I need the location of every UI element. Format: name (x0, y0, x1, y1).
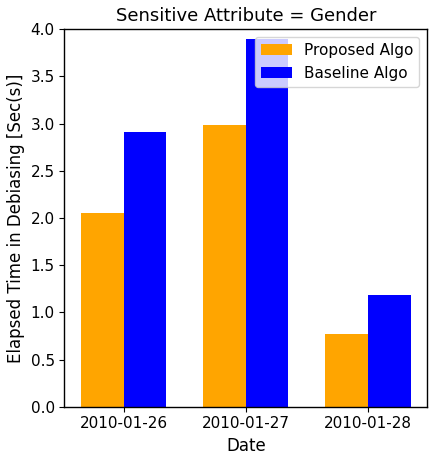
Bar (325, 334, 368, 407)
Y-axis label: Elapsed Time in Debiasing [Sec(s)]: Elapsed Time in Debiasing [Sec(s)] (7, 73, 25, 363)
Title: Sensitive Attribute = Gender: Sensitive Attribute = Gender (115, 7, 376, 25)
Legend: Proposed Algo, Baseline Algo: Proposed Algo, Baseline Algo (255, 37, 419, 87)
Bar (203, 125, 246, 407)
X-axis label: Date: Date (226, 437, 266, 455)
Bar (124, 132, 166, 407)
Bar (81, 213, 124, 407)
Bar (368, 295, 411, 407)
Bar (246, 39, 289, 407)
